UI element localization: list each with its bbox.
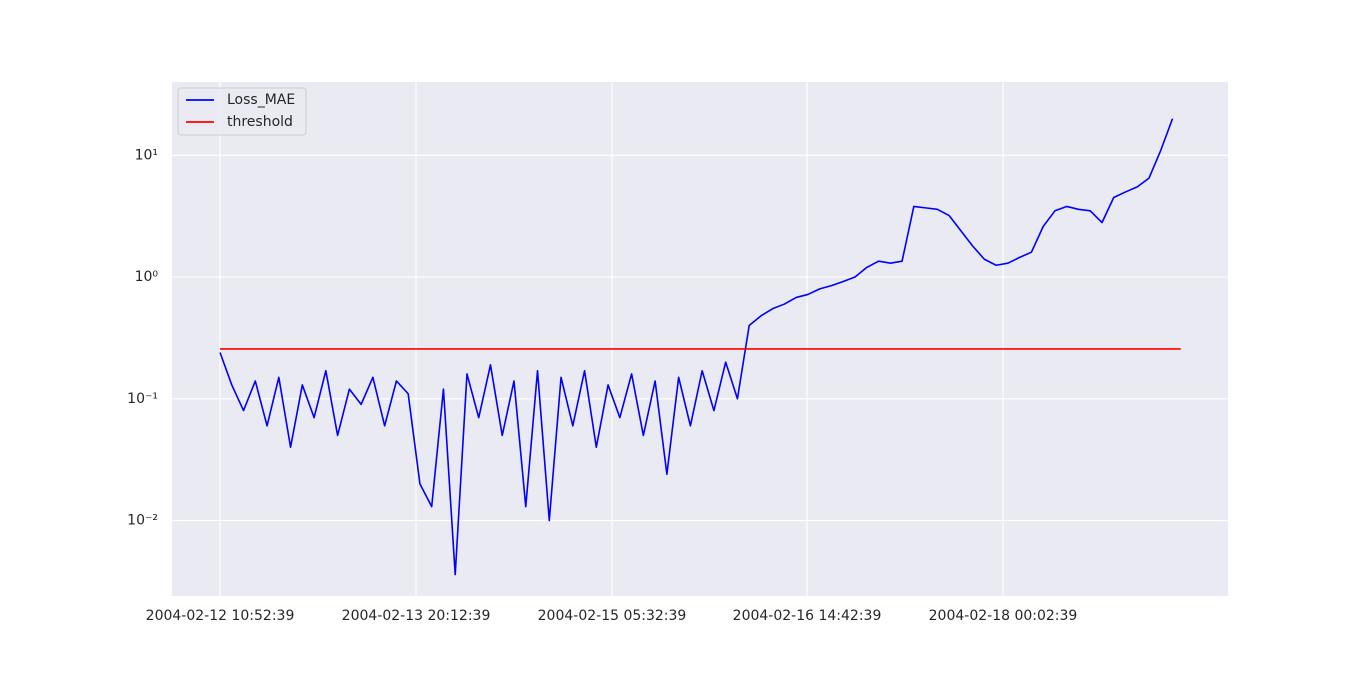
plot-area <box>172 82 1228 596</box>
line <box>219 118 1174 576</box>
legend-label: Loss_MAE <box>227 92 295 108</box>
y-tick-label: 10⁻² <box>127 513 158 529</box>
x-tick-label: 2004-02-18 00:02:39 <box>929 608 1078 624</box>
x-tick-label: 2004-02-12 10:52:39 <box>146 608 295 624</box>
x-tick-label: 2004-02-15 05:32:39 <box>538 608 687 624</box>
y-tick-label: 10⁻¹ <box>127 391 158 407</box>
legend-label: threshold <box>227 114 293 130</box>
y-tick-label: 10¹ <box>135 147 158 163</box>
y-tick-label: 10⁰ <box>135 269 159 285</box>
x-tick-label: 2004-02-16 14:42:39 <box>733 608 882 624</box>
x-tick-label: 2004-02-13 20:12:39 <box>342 608 491 624</box>
